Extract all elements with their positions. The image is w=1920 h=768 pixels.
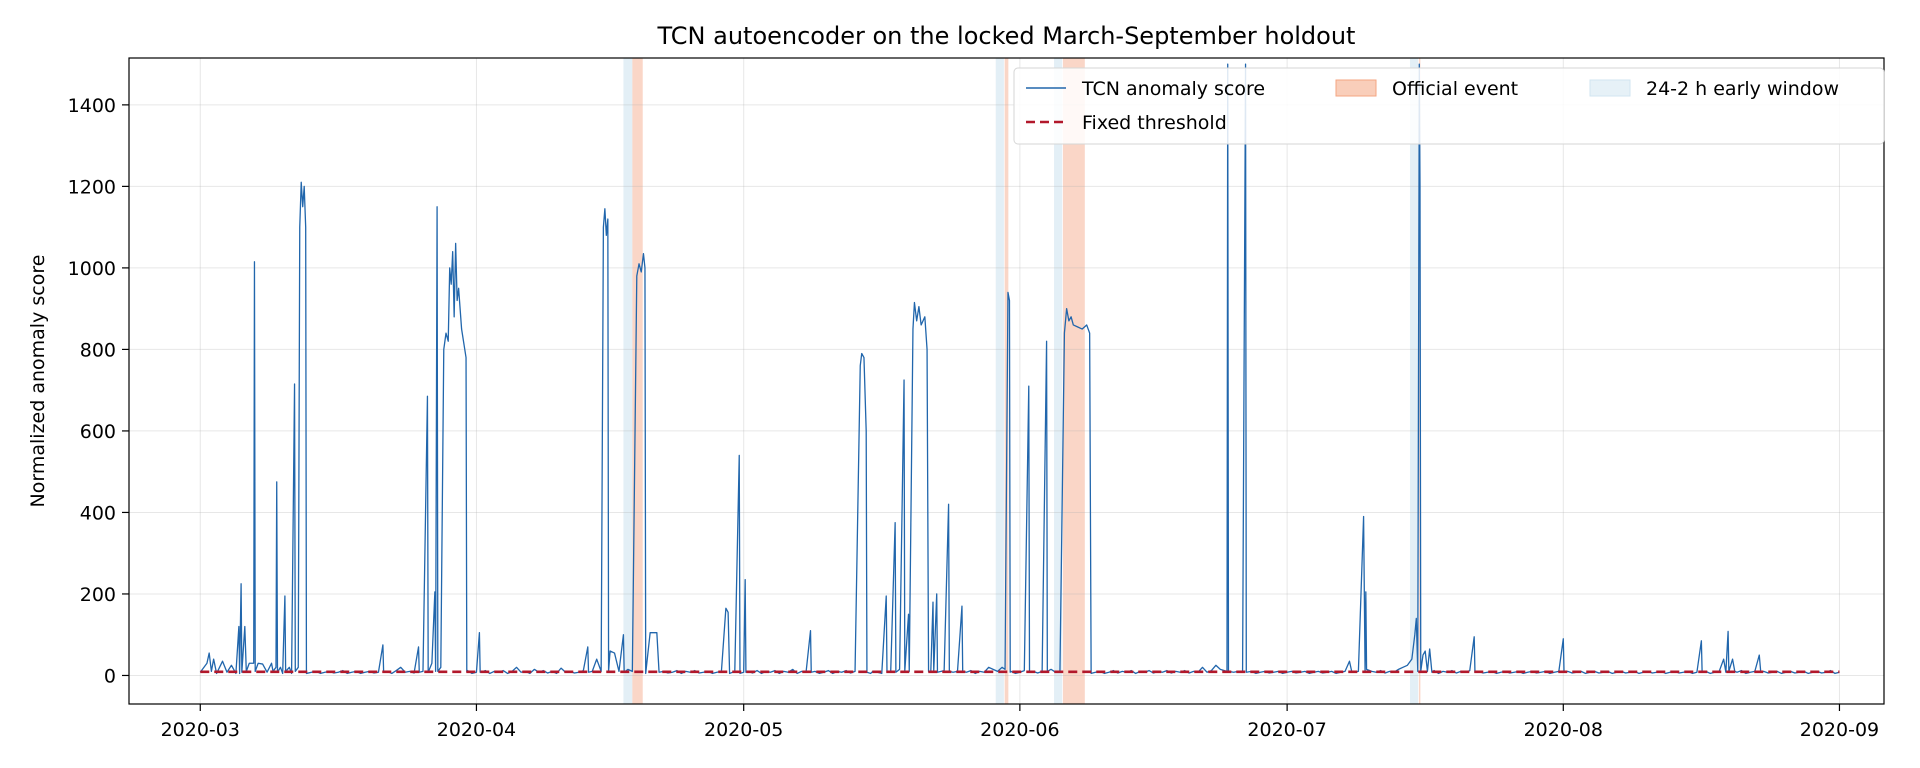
grid — [129, 58, 1884, 704]
early-window-span-2 — [1054, 58, 1063, 704]
official-event-span-2 — [1062, 58, 1085, 704]
y-tick-label-7: 1400 — [68, 95, 116, 117]
official-event-span-1 — [1004, 58, 1009, 704]
y-tick-label-0: 0 — [104, 665, 116, 687]
legend-swatch-24-2-h-early-window — [1589, 79, 1631, 97]
legend: TCN anomaly score Official event 24-2 h ea… — [1013, 67, 1885, 145]
early-window-span-3 — [1409, 58, 1419, 704]
y-tick-label-4: 800 — [80, 339, 116, 361]
x-tick-label-1: 2020-04 — [437, 719, 516, 741]
y-tick-label-5: 1000 — [68, 258, 116, 280]
series-line-tcn-anomaly-score — [199, 63, 1840, 675]
x-tick-label-4: 2020-07 — [1247, 719, 1326, 741]
x-tick-label-3: 2020-06 — [980, 719, 1059, 741]
chart-title: TCN autoencoder on the locked March-Sept… — [657, 22, 1356, 50]
plot-frame — [128, 57, 1885, 705]
y-tick-label-1: 200 — [80, 584, 116, 606]
legend-label-tcn-anomaly-score: TCN anomaly score — [1081, 78, 1265, 100]
x-tick-label-0: 2020-03 — [161, 719, 240, 741]
y-tick-label-3: 600 — [80, 421, 116, 443]
plot-frame-rect — [128, 57, 1885, 705]
x-tick-label-2: 2020-05 — [704, 719, 783, 741]
official-event-span-3 — [1418, 58, 1421, 704]
legend-label-fixed-threshold: Fixed threshold — [1082, 112, 1227, 134]
legend-swatch-official-event — [1335, 79, 1377, 97]
official-event-span-0 — [632, 58, 643, 704]
early-window-span-1 — [995, 58, 1004, 704]
x-tick-label-6: 2020-09 — [1800, 719, 1879, 741]
x-tick-label-5: 2020-08 — [1524, 719, 1603, 741]
legend-box — [1013, 67, 1885, 145]
y-tick-label-2: 400 — [80, 502, 116, 524]
early-window-span-0 — [623, 58, 633, 704]
y-axis-title: Normalized anomaly score — [27, 255, 49, 508]
y-tick-label-6: 1200 — [68, 176, 116, 198]
axis-ticks: 2020-03 2020-04 2020-05 2020-06 2020-07 2020-… — [68, 95, 1880, 741]
legend-label-24-2-h-early-window: 24-2 h early window — [1646, 78, 1839, 100]
legend-label-official-event: Official event — [1392, 78, 1518, 100]
series-layer — [199, 63, 1840, 675]
event-spans — [623, 58, 1421, 704]
